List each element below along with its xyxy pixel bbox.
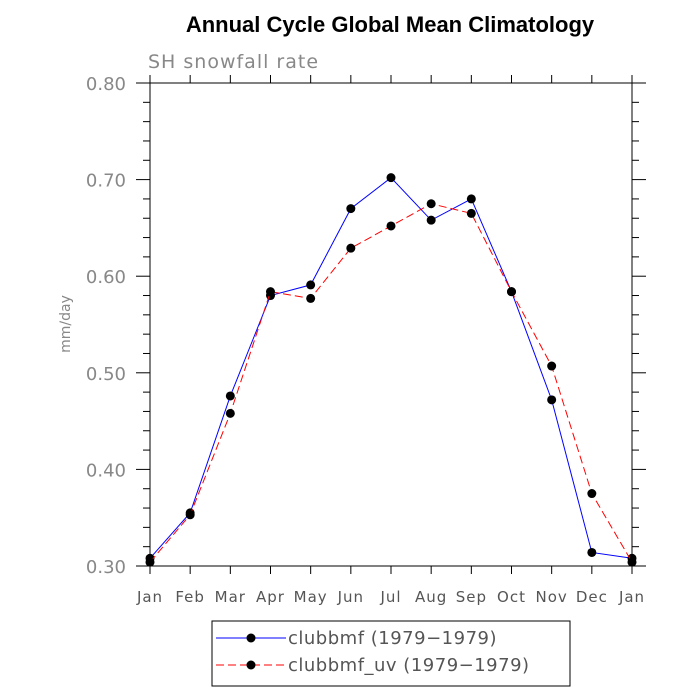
plot-frame <box>149 82 633 567</box>
data-point <box>426 199 436 209</box>
y-tick-label: 0.40 <box>86 460 126 481</box>
y-tick-label: 0.60 <box>86 267 126 288</box>
legend-label: clubbmf (1979−1979) <box>288 628 497 649</box>
x-tick-label: Nov <box>536 588 568 606</box>
data-point <box>547 395 557 405</box>
x-tick-label: Sep <box>456 588 487 606</box>
x-tick-label: Mar <box>215 588 246 606</box>
legend-marker <box>246 633 256 643</box>
x-tick-label: Jul <box>379 588 401 606</box>
series-1 <box>145 173 637 563</box>
chart-subtitle: SH snowfall rate <box>148 51 319 73</box>
y-axis-label: mm/day <box>58 295 74 353</box>
data-point <box>466 208 476 218</box>
y-tick-label: 0.50 <box>86 364 126 385</box>
data-point <box>225 391 235 401</box>
data-point <box>386 173 396 183</box>
x-tick-label: Oct <box>497 588 526 606</box>
x-tick-label: Feb <box>175 588 205 606</box>
data-point <box>426 215 436 225</box>
series-layer <box>145 173 637 567</box>
data-point <box>547 361 557 371</box>
data-point <box>145 557 155 567</box>
data-point <box>185 510 195 520</box>
y-tick-label: 0.30 <box>86 557 126 578</box>
series-line <box>149 203 633 563</box>
y-axis-tick-labels: 0.30 0.40 0.50 0.60 0.70 0.80 <box>86 74 126 578</box>
data-point <box>466 194 476 204</box>
y-tick-label: 0.70 <box>86 171 126 192</box>
y-tick-label: 0.80 <box>86 74 126 95</box>
legend-box <box>211 620 571 687</box>
data-point <box>225 408 235 418</box>
series-line <box>149 176 633 559</box>
data-point <box>346 243 356 253</box>
data-point <box>627 557 637 567</box>
data-point <box>507 287 516 297</box>
legend-label: clubbmf_uv (1979−1979) <box>288 655 530 676</box>
legend-item: clubbmf (1979−1979) <box>216 628 497 649</box>
legend-item: clubbmf_uv (1979−1979) <box>216 655 530 676</box>
x-tick-label: Dec <box>576 588 608 606</box>
axis-ticks <box>136 75 646 574</box>
x-tick-label: May <box>294 588 328 606</box>
x-tick-label: Jan <box>136 588 163 606</box>
data-point <box>306 293 316 303</box>
x-tick-label: Jan <box>618 588 645 606</box>
x-tick-label: Jun <box>337 588 364 606</box>
x-tick-label: Apr <box>256 588 285 606</box>
data-point <box>386 221 396 231</box>
series-2 <box>145 199 637 567</box>
chart-title: Annual Cycle Global Mean Climatology <box>186 12 595 37</box>
legend: clubbmf (1979−1979) clubbmf_uv (1979−1979… <box>211 620 571 687</box>
legend-marker <box>246 660 256 670</box>
data-point <box>587 489 597 499</box>
x-axis-tick-labels: Jan Feb Mar Apr May Jun Jul Aug Sep Oct Nov Dec Jan <box>136 588 645 606</box>
data-point <box>306 280 316 290</box>
x-tick-label: Aug <box>415 588 447 606</box>
data-point <box>346 204 356 214</box>
data-point <box>587 547 597 557</box>
data-point <box>266 287 275 297</box>
